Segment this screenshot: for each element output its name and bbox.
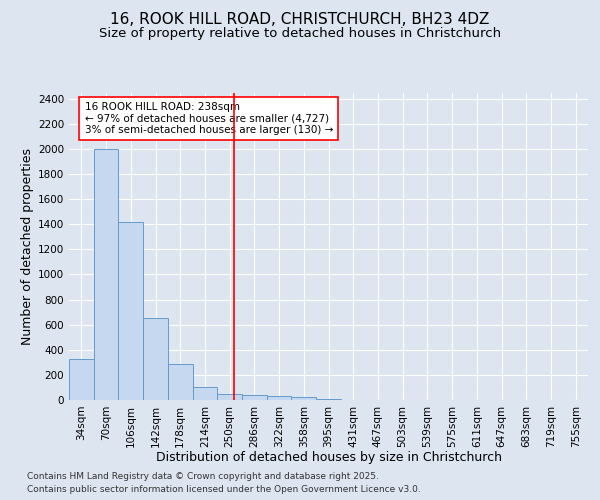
Y-axis label: Number of detached properties: Number of detached properties — [21, 148, 34, 345]
Bar — [267, 396, 292, 400]
Bar — [94, 149, 118, 400]
Bar — [193, 387, 217, 400]
Bar — [242, 395, 267, 400]
Bar — [118, 222, 143, 400]
Text: Contains public sector information licensed under the Open Government Licence v3: Contains public sector information licen… — [27, 485, 421, 494]
Text: Contains HM Land Registry data © Crown copyright and database right 2025.: Contains HM Land Registry data © Crown c… — [27, 472, 379, 481]
Bar — [69, 359, 94, 400]
Bar — [168, 364, 193, 400]
Bar — [217, 394, 242, 400]
Text: 16, ROOK HILL ROAD, CHRISTCHURCH, BH23 4DZ: 16, ROOK HILL ROAD, CHRISTCHURCH, BH23 4… — [110, 12, 490, 28]
Text: Size of property relative to detached houses in Christchurch: Size of property relative to detached ho… — [99, 28, 501, 40]
X-axis label: Distribution of detached houses by size in Christchurch: Distribution of detached houses by size … — [155, 451, 502, 464]
Text: 16 ROOK HILL ROAD: 238sqm
← 97% of detached houses are smaller (4,727)
3% of sem: 16 ROOK HILL ROAD: 238sqm ← 97% of detac… — [85, 102, 333, 135]
Bar — [292, 398, 316, 400]
Bar — [143, 318, 168, 400]
